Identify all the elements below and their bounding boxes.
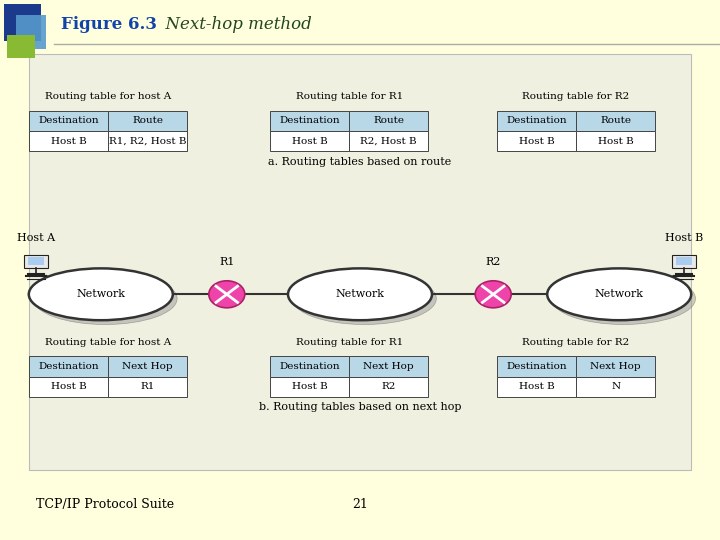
Text: Destination: Destination	[38, 116, 99, 125]
FancyBboxPatch shape	[349, 377, 428, 397]
Ellipse shape	[292, 273, 436, 325]
FancyBboxPatch shape	[576, 131, 655, 151]
Text: Next Hop: Next Hop	[364, 362, 414, 371]
FancyBboxPatch shape	[270, 377, 349, 397]
Text: Destination: Destination	[279, 116, 340, 125]
Text: 21: 21	[352, 498, 368, 511]
Text: Destination: Destination	[506, 116, 567, 125]
Ellipse shape	[29, 268, 173, 320]
FancyBboxPatch shape	[349, 131, 428, 151]
Text: R2: R2	[382, 382, 396, 392]
FancyBboxPatch shape	[29, 54, 691, 470]
Text: R2, Host B: R2, Host B	[361, 137, 417, 146]
Text: Figure 6.3: Figure 6.3	[61, 16, 157, 33]
Text: Host B: Host B	[598, 137, 634, 146]
FancyBboxPatch shape	[672, 255, 696, 268]
FancyBboxPatch shape	[497, 356, 576, 377]
Text: Routing table for R1: Routing table for R1	[296, 338, 402, 347]
Ellipse shape	[552, 273, 696, 325]
Text: Host B: Host B	[518, 137, 554, 146]
FancyBboxPatch shape	[29, 356, 108, 377]
Text: Routing table for host A: Routing table for host A	[45, 92, 171, 101]
Text: R2: R2	[485, 257, 501, 267]
Text: Network: Network	[76, 289, 125, 299]
FancyBboxPatch shape	[4, 4, 41, 40]
Text: Next-hop method: Next-hop method	[155, 16, 312, 33]
Text: Host B: Host B	[518, 382, 554, 392]
FancyBboxPatch shape	[108, 131, 187, 151]
Text: Host B: Host B	[292, 137, 328, 146]
FancyBboxPatch shape	[349, 111, 428, 131]
Text: R1: R1	[140, 382, 155, 392]
Text: Next Hop: Next Hop	[590, 362, 641, 371]
FancyBboxPatch shape	[28, 258, 44, 265]
Text: N: N	[611, 382, 620, 392]
Text: Network: Network	[336, 289, 384, 299]
Text: Next Hop: Next Hop	[122, 362, 173, 371]
FancyBboxPatch shape	[108, 356, 187, 377]
FancyBboxPatch shape	[108, 377, 187, 397]
Text: Host B: Host B	[50, 382, 86, 392]
FancyBboxPatch shape	[576, 377, 655, 397]
Text: Routing table for R2: Routing table for R2	[523, 338, 629, 347]
Text: Routing table for R1: Routing table for R1	[296, 92, 402, 101]
FancyBboxPatch shape	[576, 111, 655, 131]
FancyBboxPatch shape	[676, 258, 692, 265]
FancyBboxPatch shape	[7, 35, 35, 58]
FancyBboxPatch shape	[497, 377, 576, 397]
FancyBboxPatch shape	[29, 377, 108, 397]
Text: Host B: Host B	[292, 382, 328, 392]
Ellipse shape	[288, 268, 432, 320]
FancyBboxPatch shape	[349, 356, 428, 377]
FancyBboxPatch shape	[576, 356, 655, 377]
Text: b. Routing tables based on next hop: b. Routing tables based on next hop	[258, 402, 462, 413]
Text: Network: Network	[595, 289, 644, 299]
Text: R1, R2, Host B: R1, R2, Host B	[109, 137, 186, 146]
FancyBboxPatch shape	[24, 255, 48, 268]
Text: a. Routing tables based on route: a. Routing tables based on route	[269, 157, 451, 167]
FancyBboxPatch shape	[29, 111, 108, 131]
Text: Destination: Destination	[506, 362, 567, 371]
Text: R1: R1	[219, 257, 235, 267]
FancyBboxPatch shape	[270, 131, 349, 151]
FancyBboxPatch shape	[497, 111, 576, 131]
Text: Route: Route	[132, 116, 163, 125]
Text: Destination: Destination	[279, 362, 340, 371]
FancyBboxPatch shape	[497, 131, 576, 151]
Text: TCP/IP Protocol Suite: TCP/IP Protocol Suite	[36, 498, 174, 511]
Circle shape	[209, 281, 245, 308]
Text: Routing table for R2: Routing table for R2	[523, 92, 629, 101]
Text: Route: Route	[373, 116, 405, 125]
Text: Routing table for host A: Routing table for host A	[45, 338, 171, 347]
Ellipse shape	[33, 273, 177, 325]
FancyBboxPatch shape	[270, 356, 349, 377]
Text: Host B: Host B	[665, 233, 703, 243]
Text: Destination: Destination	[38, 362, 99, 371]
Ellipse shape	[547, 268, 691, 320]
FancyBboxPatch shape	[16, 15, 46, 49]
Text: Route: Route	[600, 116, 631, 125]
FancyBboxPatch shape	[108, 111, 187, 131]
FancyBboxPatch shape	[29, 131, 108, 151]
Text: Host B: Host B	[50, 137, 86, 146]
Text: Host A: Host A	[17, 233, 55, 243]
Circle shape	[475, 281, 511, 308]
FancyBboxPatch shape	[270, 111, 349, 131]
